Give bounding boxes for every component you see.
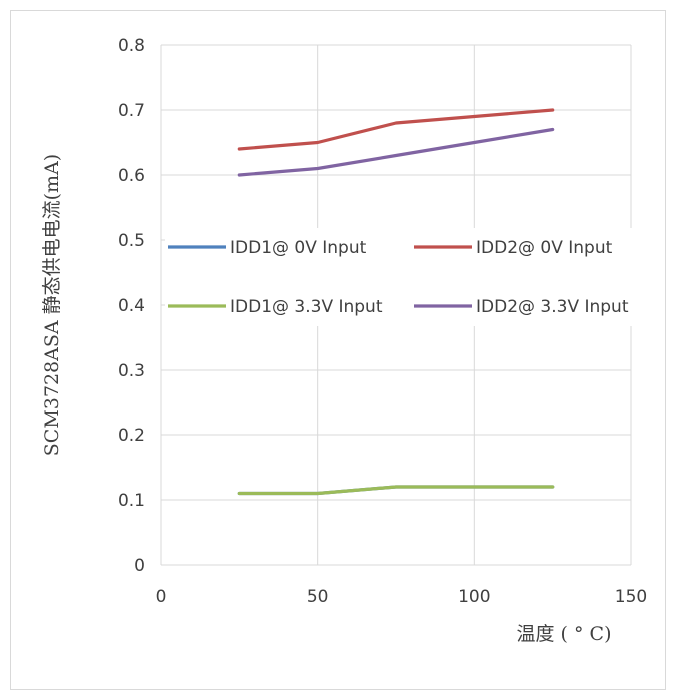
series-line-3 — [237, 485, 555, 496]
series-line-4 — [237, 127, 555, 177]
y-tick-label: 0.8 — [118, 36, 145, 56]
y-tick-label: 0.1 — [118, 491, 145, 511]
x-tick-label: 150 — [615, 587, 647, 607]
legend-background — [165, 228, 637, 326]
y-tick-label: 0.6 — [118, 166, 145, 186]
y-tick-labels: 0 0.1 0.2 0.3 0.4 0.5 0.6 0.7 0.8 — [118, 36, 145, 576]
y-tick-label: 0.4 — [118, 296, 145, 316]
legend-label: IDD1@ 3.3V Input — [230, 297, 383, 317]
y-tick-label: 0.3 — [118, 361, 145, 381]
legend-label: IDD2@ 3.3V Input — [476, 297, 629, 317]
y-tick-label: 0.2 — [118, 426, 145, 446]
legend-label: IDD2@ 0V Input — [476, 238, 613, 258]
y-tick-label: 0.7 — [118, 101, 145, 121]
y-tick-label: 0.5 — [118, 231, 145, 251]
series-line-2 — [237, 108, 555, 151]
legend: IDD1@ 0V Input IDD2@ 0V Input IDD1@ 3.3V I… — [165, 228, 637, 326]
x-tick-label: 100 — [458, 587, 490, 607]
y-axis-title: SCM3728ASA 静态供电电流(mA) — [41, 154, 63, 456]
chart-frame — [10, 10, 666, 690]
y-tick-label: 0 — [134, 556, 145, 576]
x-tick-label: 0 — [156, 587, 167, 607]
x-tick-label: 50 — [307, 587, 329, 607]
series-lines — [237, 108, 555, 496]
x-tick-labels: 0 50 100 150 — [156, 587, 648, 607]
legend-label: IDD1@ 0V Input — [230, 238, 367, 258]
x-axis-title: 温度 ( ° C) — [517, 623, 612, 645]
